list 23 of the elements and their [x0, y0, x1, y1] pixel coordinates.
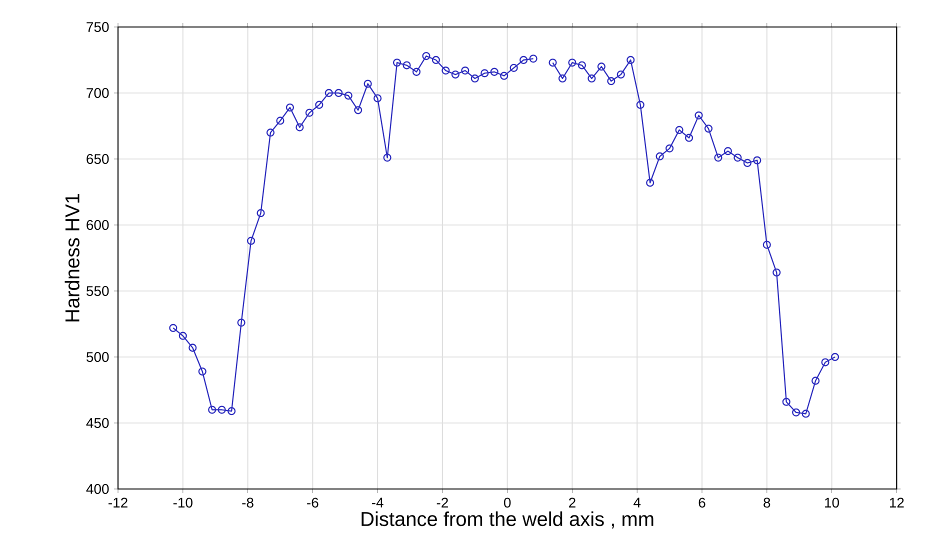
x-tick-label: -6 [307, 498, 318, 508]
x-tick-label: -8 [242, 498, 254, 508]
y-tick-label: 450 [86, 418, 109, 428]
x-tick-label: 8 [764, 498, 770, 508]
y-tick-label: 600 [86, 220, 109, 230]
y-tick-label: 400 [86, 484, 109, 494]
y-tick-label: 750 [86, 22, 109, 32]
x-axis-title: Distance from the weld axis , mm [362, 511, 654, 528]
x-tick-label: 0 [504, 498, 511, 508]
y-tick-label: 700 [86, 88, 109, 98]
x-tick-label: 12 [890, 498, 904, 508]
y-tick-label: 500 [86, 352, 109, 362]
x-tick-label: -4 [372, 498, 384, 508]
x-tick-label: 2 [569, 498, 576, 508]
x-tick-label: 10 [825, 498, 840, 508]
x-tick-label: -12 [108, 498, 128, 508]
y-tick-label: 550 [86, 286, 109, 296]
y-tick-label: 650 [86, 154, 109, 164]
y-axis-title: Hardness HV1 [64, 194, 80, 322]
x-tick-label: 4 [634, 498, 641, 508]
x-tick-label: -2 [436, 498, 448, 508]
x-tick-label: -10 [173, 498, 192, 508]
x-tick-label: 6 [698, 498, 706, 508]
